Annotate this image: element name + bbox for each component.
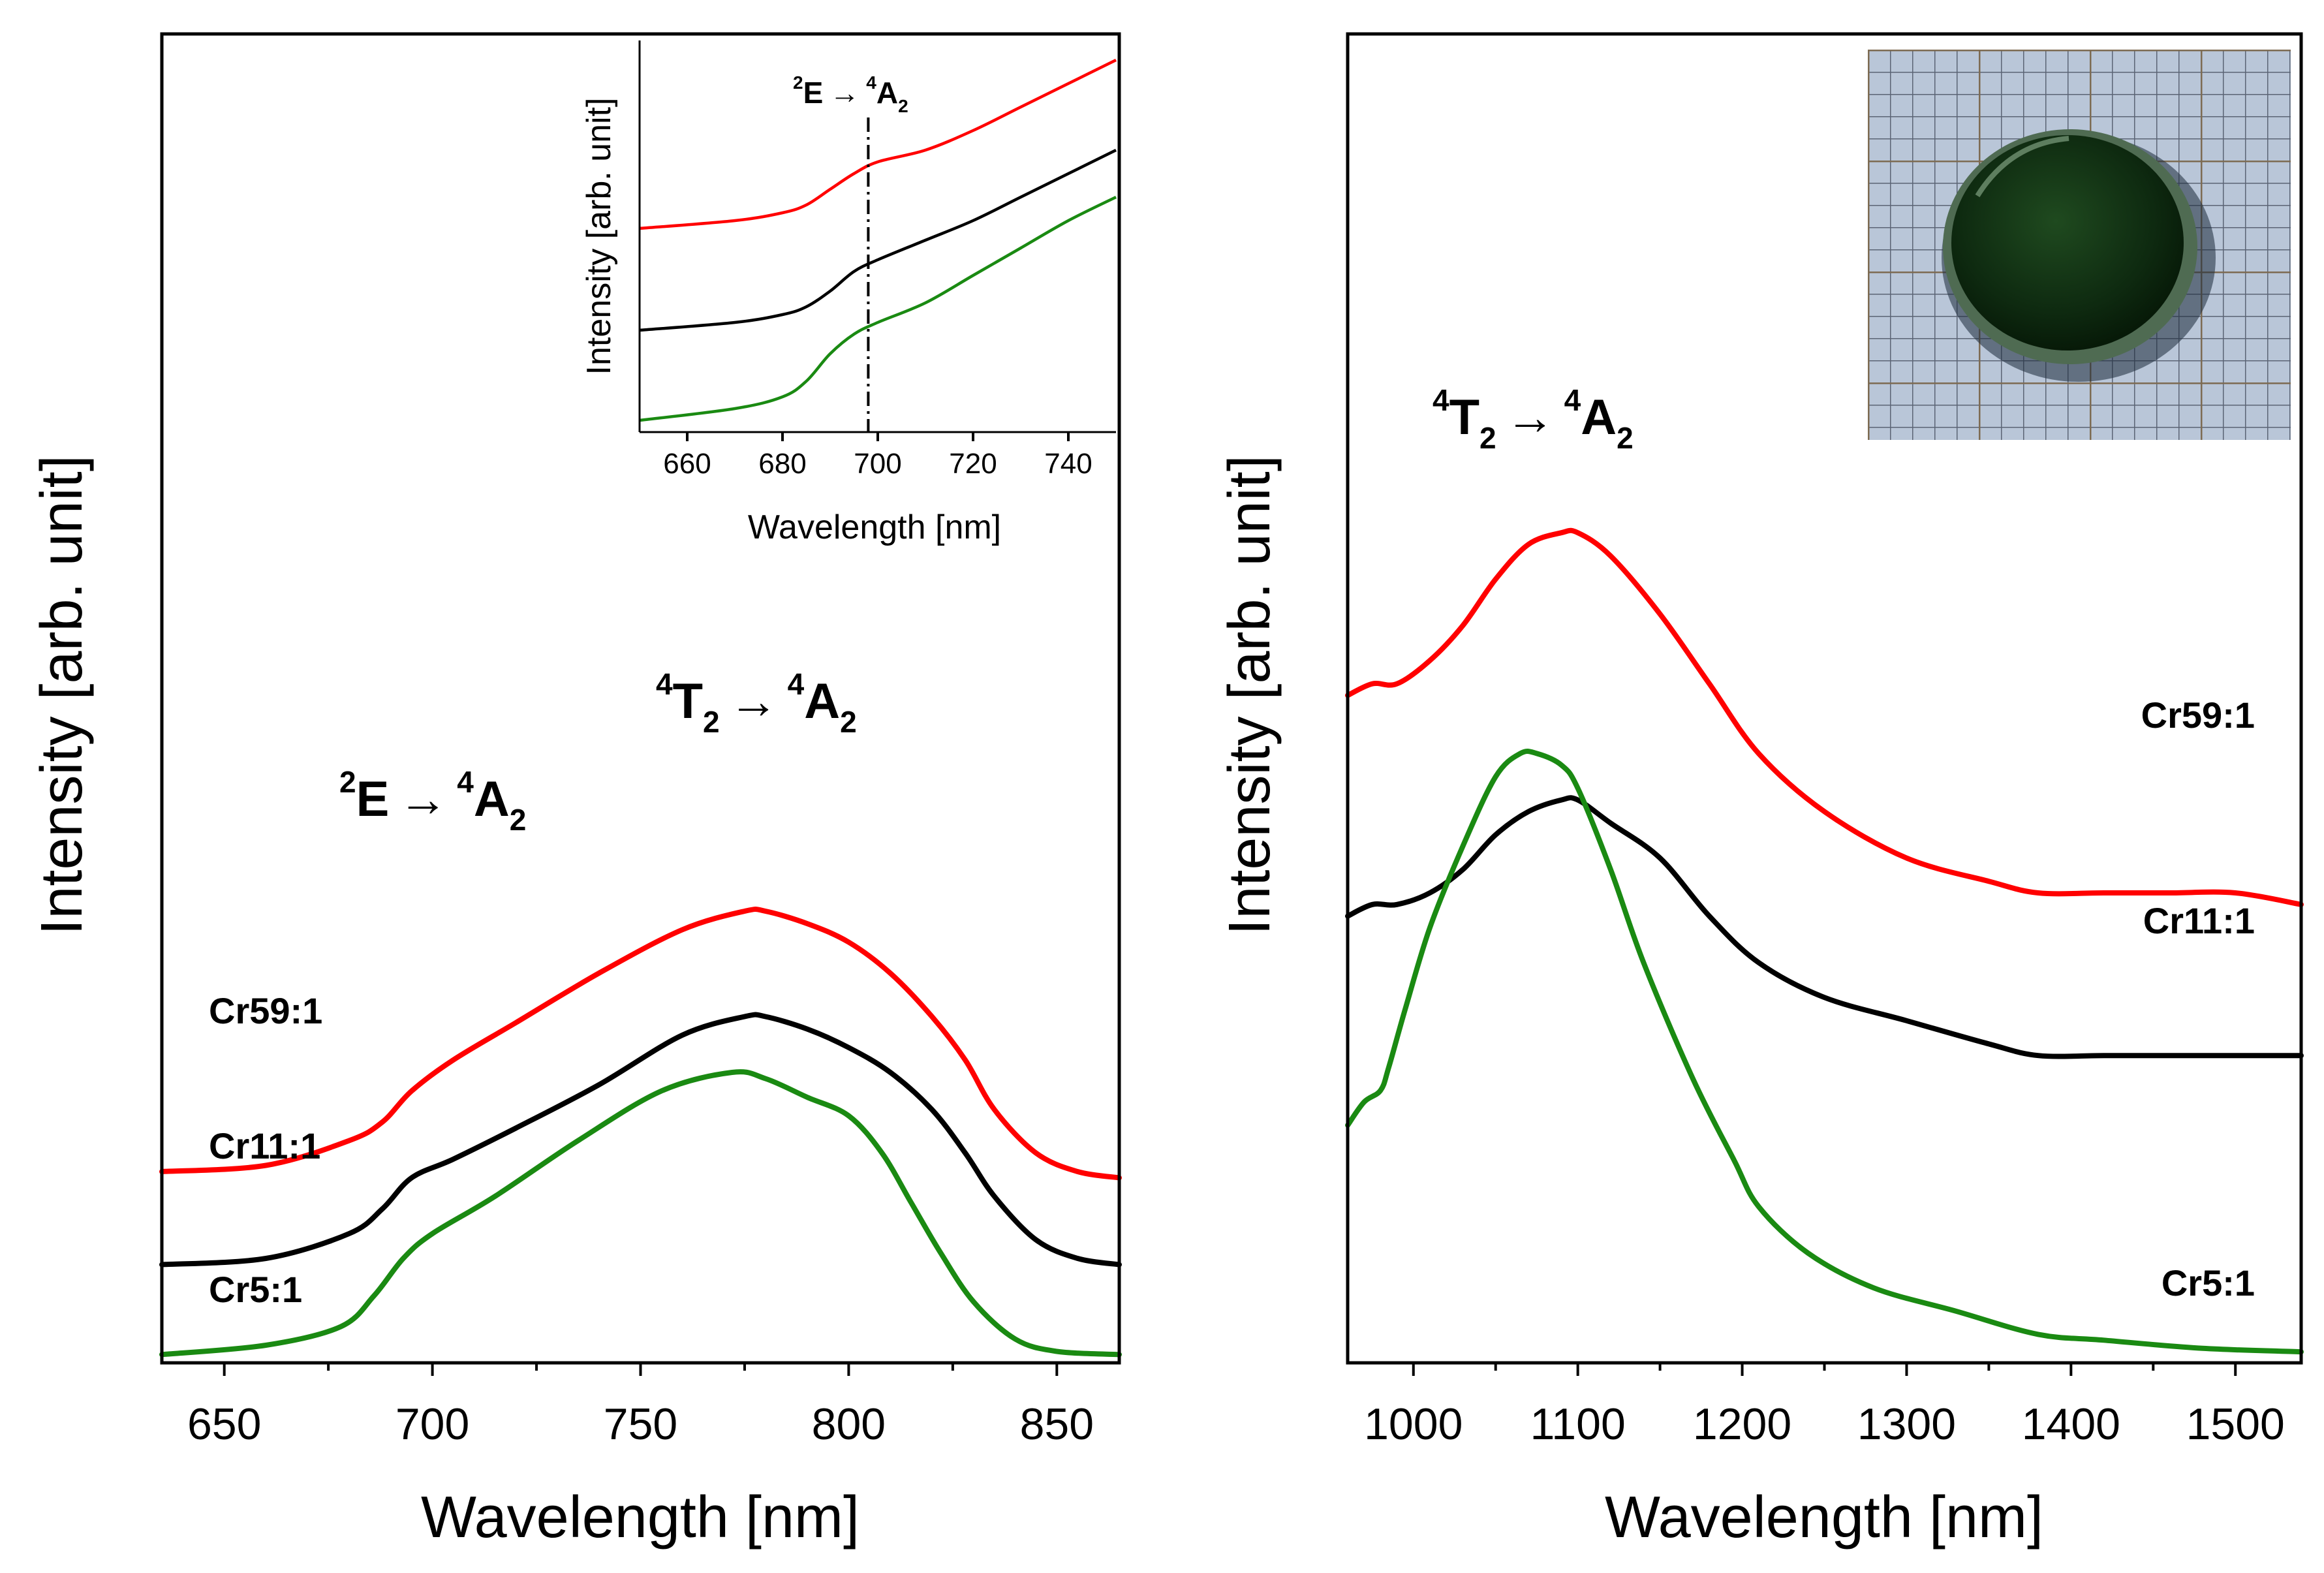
left-series-label-cr59: Cr59:1 [209,990,322,1031]
anno-arrow: → [398,771,448,827]
anno-arrow: → [729,674,779,729]
right-series-label-cr5: Cr5:1 [2161,1262,2255,1303]
left-x-tick-label: 850 [1020,1399,1094,1449]
right-y-axis-title: Intensity [arb. unit] [1217,455,1282,935]
anno-target-sub: 2 [840,705,857,739]
right-x-tick-label: 1200 [1693,1399,1791,1449]
left-series-line-cr5-1 [159,1069,1122,1358]
left-x-tick-label: 800 [812,1399,886,1449]
right-series-label-cr59: Cr59:1 [2141,694,2255,736]
inset-y-axis-title: Intensity [arb. unit] [580,98,618,375]
left-y-axis-title: Intensity [arb. unit] [29,455,95,935]
anno-sup: 2 [793,72,803,93]
right-x-axis-title: Wavelength [nm] [1605,1485,2043,1550]
anno-base-sub: 2 [1480,421,1496,455]
inset-annotation-2e-4a2: 2E → 4A2 [793,72,908,116]
anno-base: T [1449,390,1480,445]
left-series-group [159,907,1122,1358]
anno-target-sup: 4 [788,667,805,701]
anno-arrow: → [829,76,860,110]
anno-target: A [474,771,510,827]
sample-photo [1868,50,2291,440]
right-series-line-cr5-1 [1345,749,2304,1355]
inset-x-tick-label: 740 [1044,448,1092,480]
left-x-tick-label: 650 [187,1399,261,1449]
right-series-line-cr59-1 [1345,527,2304,907]
right-x-tick-label: 1300 [1857,1399,1956,1449]
left-series-label-cr11: Cr11:1 [209,1125,320,1166]
left-series-line-cr59-1 [159,907,1122,1181]
anno-target-sub: 2 [1617,421,1634,455]
inset-x-axis-title: Wavelength [nm] [748,508,1001,546]
anno-sup: 4 [1433,383,1449,417]
anno-base: E [356,771,390,827]
anno-sup: 2 [339,765,356,799]
right-x-tick-label: 1400 [2022,1399,2120,1449]
left-x-tick-label: 700 [395,1399,469,1449]
inset-x-tick-label: 720 [949,448,997,480]
left-panel: 650 700 750 800 850 Wavelength [nm] Intensit… [29,32,1122,1550]
anno-sup: 4 [656,667,673,701]
inset-background [640,40,1113,432]
right-annotation-4t2-4a2: 4T2 → 4A2 [1433,383,1634,455]
anno-arrow: → [1506,390,1555,445]
left-x-tick-label: 750 [604,1399,677,1449]
right-series-line-cr11-1 [1345,795,2304,1059]
anno-target-sup: 4 [1564,383,1581,417]
anno-base-sub: 2 [703,705,720,739]
anno-target-sub: 2 [898,96,908,116]
anno-target: A [804,674,840,729]
anno-base: E [803,76,824,110]
right-series-group [1345,527,2304,1355]
anno-target: A [876,76,898,110]
anno-target-sup: 4 [866,72,876,93]
right-x-tick-label: 1500 [2186,1399,2285,1449]
anno-base: T [673,674,703,729]
left-annotation-2e-4a2: 2E → 4A2 [339,765,526,837]
left-x-ticks: 650 700 750 800 850 [187,1363,1094,1449]
inset-series-line-cr5-1 [639,195,1117,422]
anno-target-sub: 2 [510,803,527,837]
left-series-line-cr11-1 [159,1012,1122,1268]
left-series-label-cr5: Cr5:1 [209,1269,302,1310]
left-x-axis-title: Wavelength [nm] [421,1485,860,1550]
anno-target-sup: 4 [457,765,474,799]
anno-target: A [1581,390,1617,445]
left-inset: 660 680 700 720 740 Wavelength [nm] Intensit… [580,40,1117,546]
inset-x-tick-label: 680 [758,448,806,480]
inset-x-ticks: 660 680 700 720 740 [663,432,1092,480]
right-x-tick-label: 1100 [1530,1399,1626,1449]
right-x-tick-label: 1000 [1364,1399,1463,1449]
right-series-label-cr11: Cr11:1 [2143,900,2255,941]
right-panel: 1000 1100 1200 1300 1400 1500 Wavelength [nm]… [1217,32,2304,1550]
inset-x-tick-label: 700 [854,448,901,480]
left-annotation-4t2-4a2: 4T2 → 4A2 [656,667,857,739]
photo-disc-highlight [1975,136,2069,198]
right-x-ticks: 1000 1100 1200 1300 1400 1500 [1364,1363,2285,1449]
photo-disc [1951,135,2184,350]
inset-x-tick-label: 660 [663,448,711,480]
